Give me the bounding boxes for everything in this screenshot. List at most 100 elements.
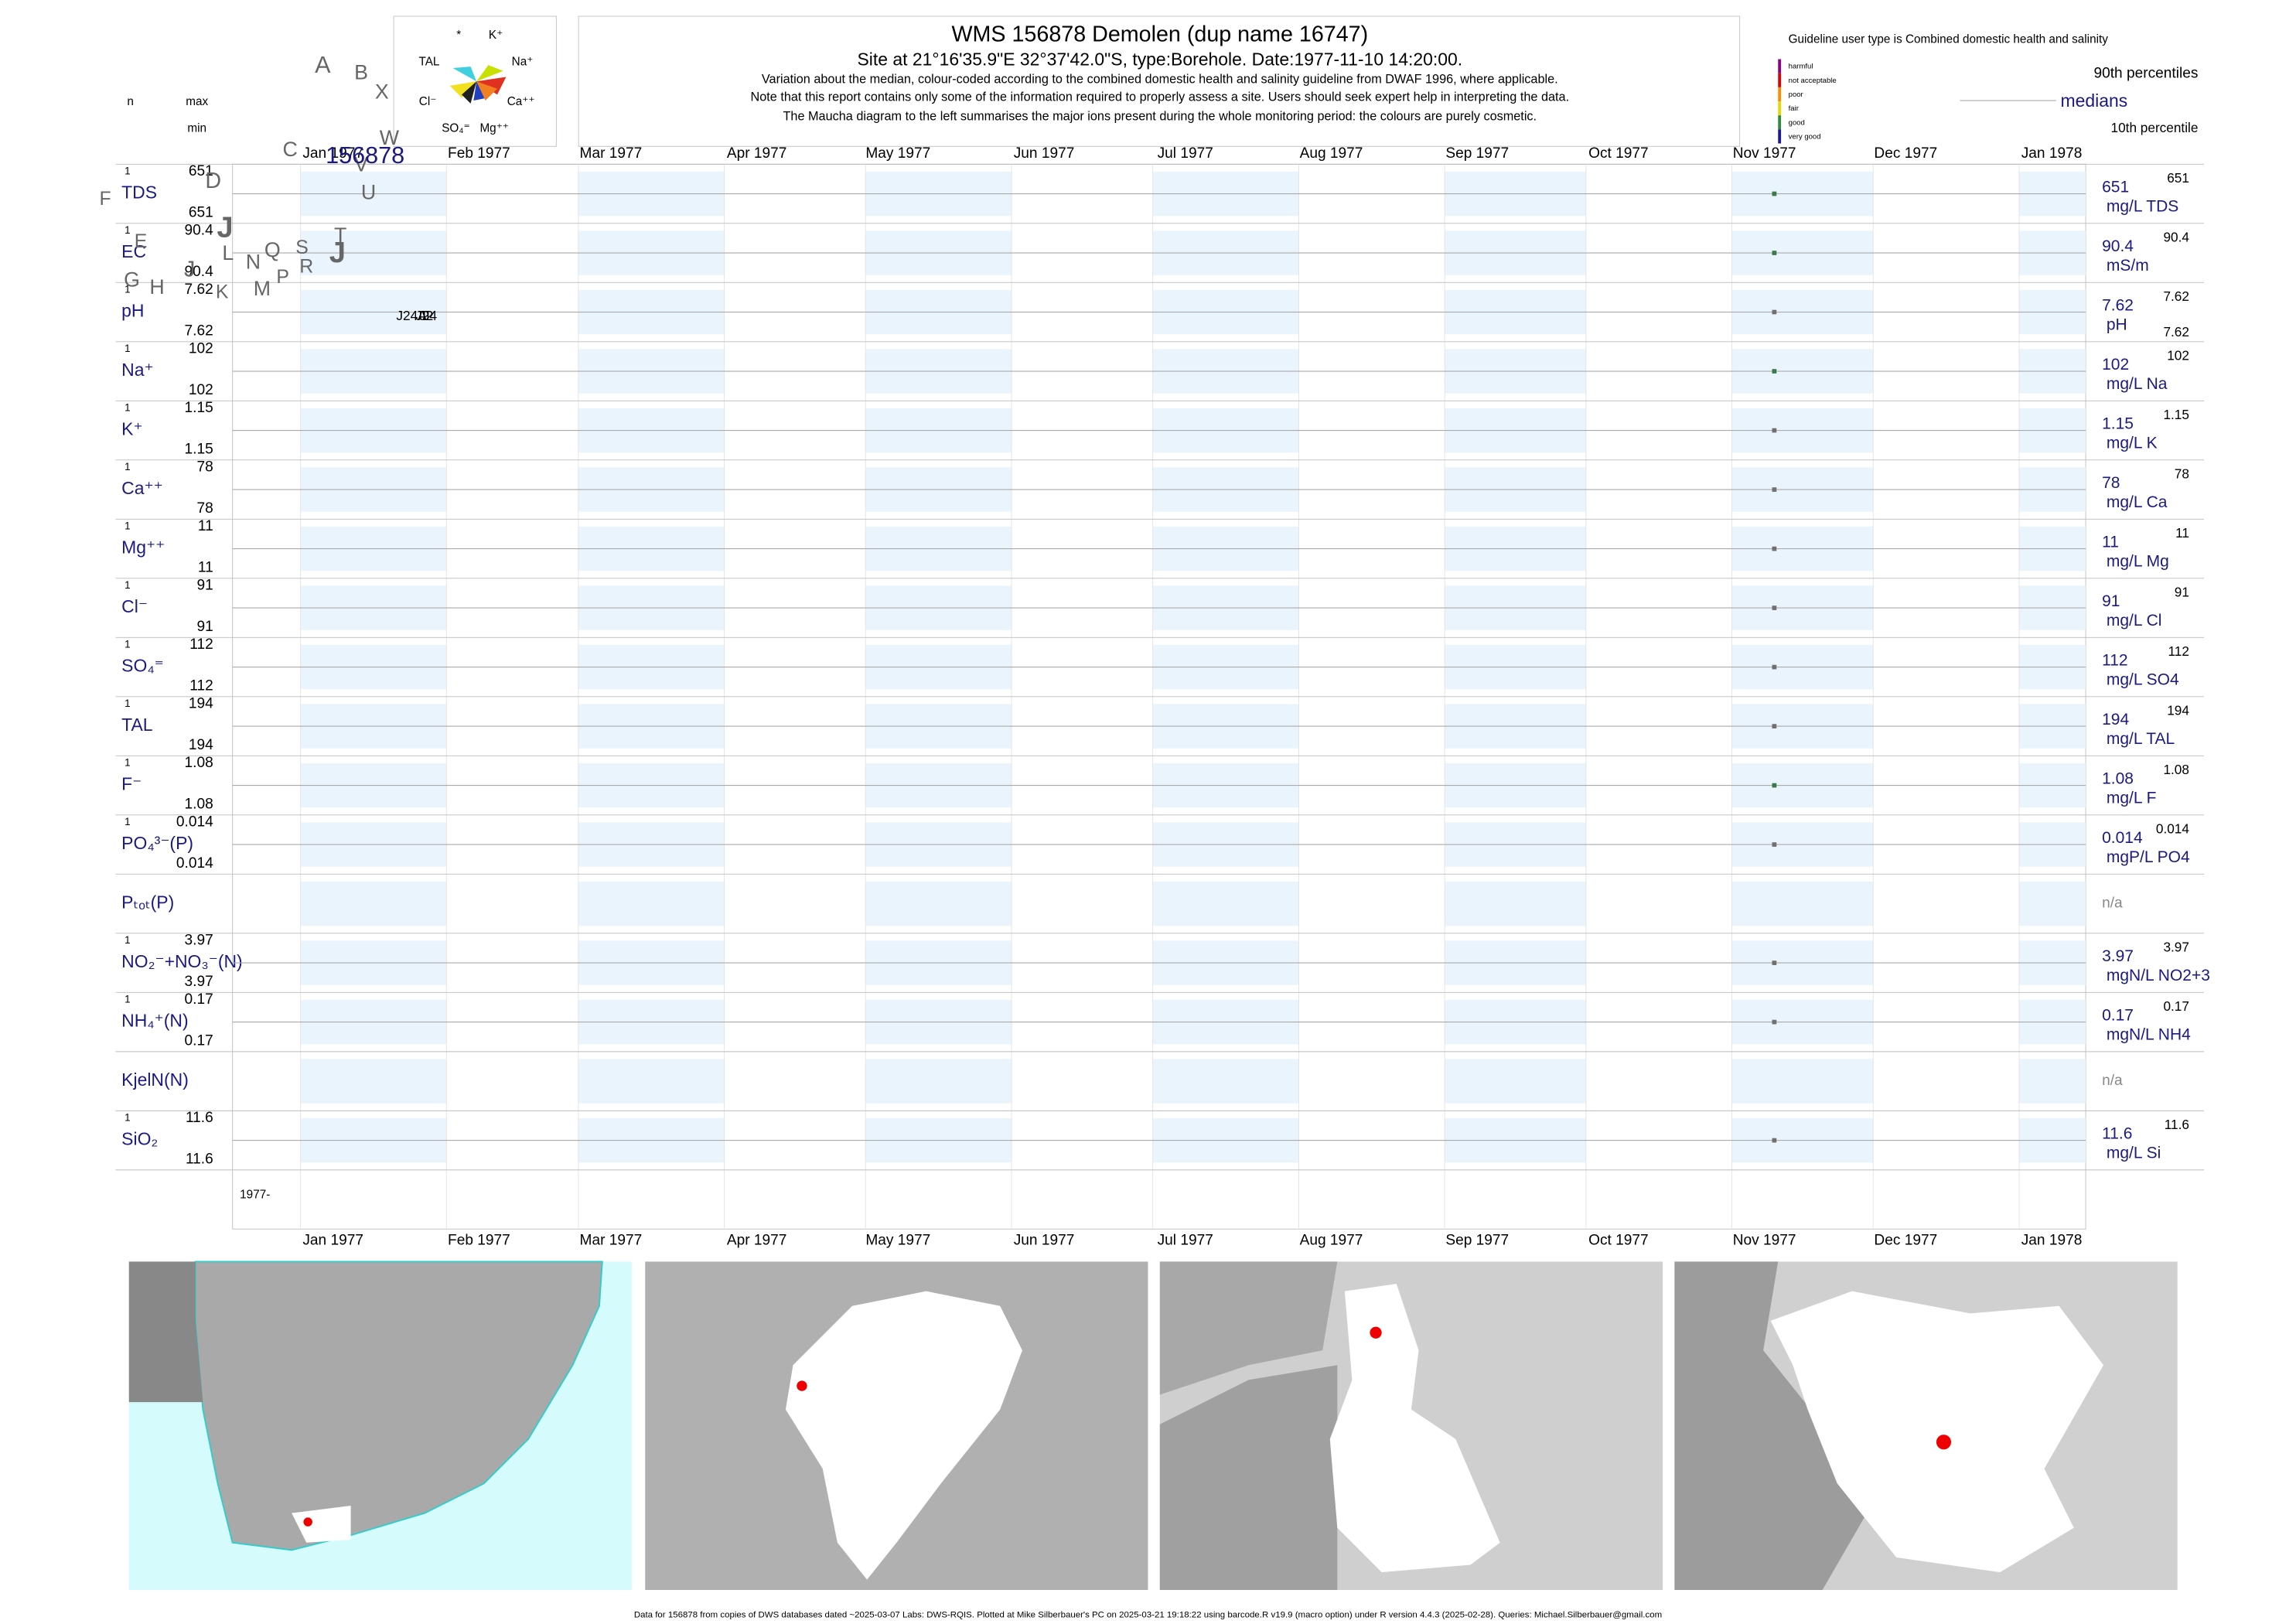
right-min: 7.62 <box>2163 324 2189 339</box>
map-name: J <box>423 308 430 323</box>
max-value: 102 <box>189 340 213 357</box>
sample-point <box>1772 606 1777 610</box>
maucha-label: TAL <box>419 55 440 68</box>
parameter-label: Pₜₒₜ(P) <box>121 892 174 913</box>
median-value: 102 <box>2102 356 2129 374</box>
min-value: 11.6 <box>186 1151 213 1168</box>
min-value: 0.17 <box>185 1032 213 1049</box>
max-value: 1.08 <box>185 755 213 771</box>
median-value: 112 <box>2102 651 2128 669</box>
parameter-label: pH <box>121 301 144 321</box>
min-value: 1.08 <box>185 796 213 812</box>
maucha-label: Mg⁺⁺ <box>479 121 508 135</box>
month-label: Apr 1977 <box>727 145 787 162</box>
map-label: D <box>205 169 221 193</box>
map-label: M <box>254 277 271 300</box>
maucha-label: K⁺ <box>489 29 503 42</box>
legend-class: fair <box>1789 104 1800 113</box>
month-band <box>1152 1059 1299 1104</box>
parameter-label: TDS <box>121 183 157 203</box>
month-label: Aug 1977 <box>1300 145 1363 162</box>
right-max: 3.97 <box>2163 940 2189 955</box>
map-label: X <box>375 80 389 104</box>
map-name: J24 <box>415 308 437 323</box>
month-label: May 1977 <box>865 1233 930 1249</box>
unit: mg/L F <box>2107 789 2157 807</box>
max-value: 11 <box>198 518 213 534</box>
month-label: Oct 1977 <box>1588 145 1649 162</box>
parameter-label: KjelN(N) <box>121 1070 189 1090</box>
map-shape <box>303 1517 312 1527</box>
n-value: 1 <box>125 638 130 650</box>
right-max: 0.17 <box>2163 998 2189 1014</box>
sample-point <box>1772 664 1777 670</box>
max-value: 0.17 <box>185 991 213 1008</box>
n-value: 1 <box>125 401 130 413</box>
month-label: Oct 1977 <box>1588 1233 1649 1249</box>
parameter-label: EC <box>121 241 146 261</box>
unit: mgP/L PO4 <box>2107 848 2190 866</box>
month-band <box>300 1059 447 1104</box>
right-max: 11.6 <box>2165 1117 2189 1132</box>
map-label: 156878 <box>326 142 404 169</box>
parameter-label: Na⁺ <box>121 360 153 380</box>
parameter-label: F⁻ <box>121 774 142 794</box>
n-value: 1 <box>125 224 130 236</box>
map-label: J <box>217 211 233 244</box>
median-value: 651 <box>2102 178 2129 196</box>
map-shape <box>1770 1291 2104 1573</box>
n-value: 1 <box>125 165 130 176</box>
map-shape <box>1674 1261 1868 1591</box>
right-max: 91 <box>2175 584 2189 599</box>
map-label: C <box>283 138 298 161</box>
title-box <box>578 15 1741 147</box>
median-value: 91 <box>2102 592 2120 610</box>
month-band <box>1731 1059 1874 1104</box>
month-band <box>1152 881 1299 926</box>
n-value: 1 <box>125 343 130 354</box>
sample-point <box>1772 1138 1777 1143</box>
right-max: 651 <box>2167 170 2189 186</box>
month-label: Jan 1978 <box>2021 1233 2083 1249</box>
map-shape <box>1936 1435 1952 1450</box>
map <box>645 1261 1148 1591</box>
month-label: Sep 1977 <box>1445 1233 1509 1249</box>
unit: mgN/L NO2+3 <box>2107 967 2210 984</box>
unit: mg/L TDS <box>2107 197 2178 215</box>
median-value: 11 <box>2102 533 2119 551</box>
sample-point <box>1772 428 1777 433</box>
not-available: n/a <box>2102 896 2123 912</box>
month-band <box>1445 1059 1586 1104</box>
month-label: Sep 1977 <box>1445 145 1509 162</box>
sample-point <box>1772 724 1777 728</box>
unit: mg/L Na <box>2107 375 2168 393</box>
map-label: T <box>334 223 346 247</box>
month-band <box>1445 881 1586 926</box>
parameter-label: PO₄³⁻(P) <box>121 833 193 853</box>
guideline: Guideline user type is Combined domestic… <box>1789 33 2109 46</box>
map-label: S <box>295 237 309 258</box>
legend-class: harmful <box>1789 63 1813 71</box>
max-value: 90.4 <box>185 222 214 238</box>
median-value: 90.4 <box>2102 237 2134 255</box>
map-shape <box>194 1261 603 1551</box>
map <box>128 1261 633 1591</box>
month-band <box>1731 881 1874 926</box>
map-label: J <box>184 258 195 282</box>
min-value: 7.62 <box>185 322 213 339</box>
min-value: 91 <box>196 619 213 635</box>
min-value: 11 <box>198 559 213 575</box>
sample-point <box>1772 1019 1777 1025</box>
median-value: 194 <box>2102 711 2129 728</box>
map-label: P <box>276 266 289 288</box>
legend-class: not acceptable <box>1789 77 1837 85</box>
month-label: Mar 1977 <box>580 145 643 162</box>
legend-upper: 90th percentiles <box>2094 66 2199 82</box>
map-label: V <box>354 152 368 176</box>
right-max: 112 <box>2168 643 2189 659</box>
parameter-label: Cl⁻ <box>121 596 148 616</box>
month-label: Jun 1977 <box>1014 145 1075 162</box>
n-value: 1 <box>125 816 130 827</box>
maucha-label: * <box>456 29 461 42</box>
